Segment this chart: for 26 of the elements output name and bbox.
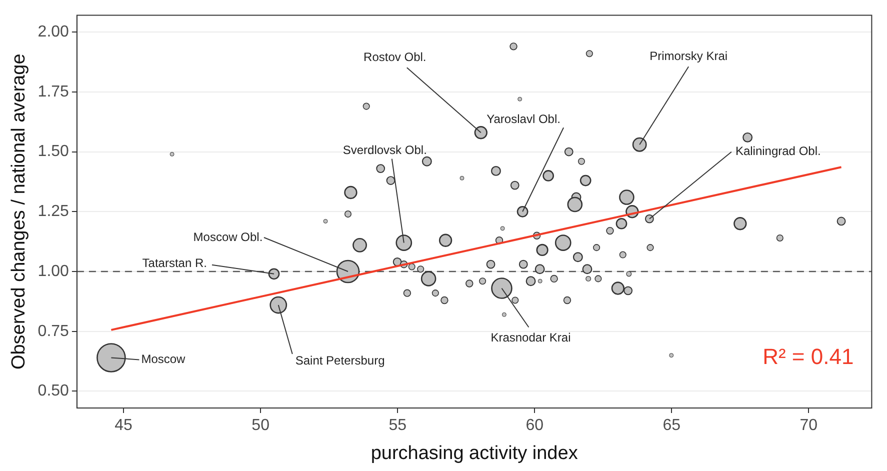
x-tick-label: 55	[388, 417, 407, 434]
x-tick-label: 50	[252, 417, 270, 434]
annotation: Yaroslavl Obl.	[486, 112, 560, 126]
annotation: R² = 0.41	[762, 344, 854, 369]
annotation: Saint Petersburg	[295, 353, 385, 368]
y-tick-label: 1.75	[38, 83, 70, 100]
annotation: Kaliningrad Obl.	[735, 144, 821, 158]
annotation: Sverdlovsk Obl.	[342, 143, 427, 158]
annotation: Rostov Obl.	[364, 50, 426, 64]
y-tick-label: 1.50	[38, 143, 70, 160]
annotation: Tatarstan R.	[142, 256, 207, 270]
annotation: Krasnodar Krai	[490, 330, 571, 345]
annotation: Primorsky Krai	[650, 48, 728, 63]
x-axis-title: purchasing activity index	[370, 442, 578, 464]
x-tick-label: 60	[526, 417, 544, 434]
x-tick-label: 65	[662, 417, 681, 434]
y-tick-label: 0.50	[38, 382, 70, 400]
x-tick-label: 45	[114, 417, 133, 434]
y-tick-label: 0.75	[38, 322, 70, 340]
annotation: Moscow Obl.	[193, 230, 263, 244]
x-tick-label: 70	[800, 417, 818, 434]
y-tick-label: 2.00	[38, 23, 70, 40]
y-axis-title: Observed changes / national average	[8, 54, 30, 370]
y-tick-label: 1.25	[38, 203, 70, 220]
y-tick-label: 1.00	[38, 262, 70, 280]
annotation: Moscow	[141, 352, 186, 366]
